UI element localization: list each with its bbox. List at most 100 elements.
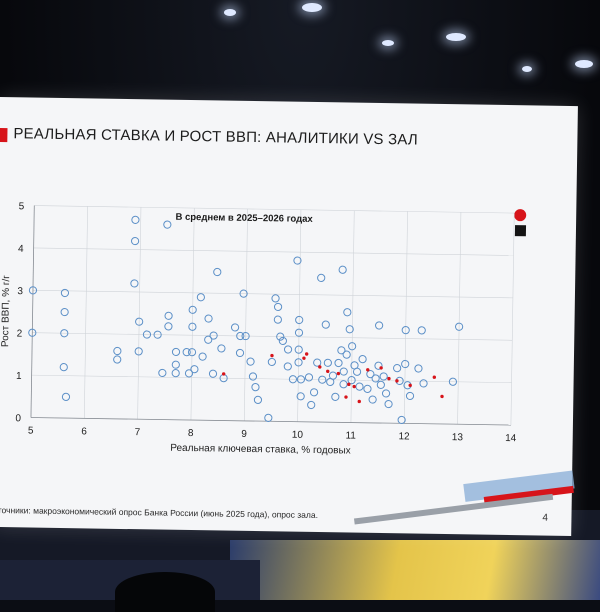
analyst-point bbox=[345, 325, 354, 334]
analyst-point bbox=[163, 220, 172, 229]
analyst-point bbox=[196, 293, 205, 302]
analyst-point bbox=[113, 355, 122, 364]
analyst-point bbox=[251, 383, 260, 392]
analyst-point bbox=[248, 372, 258, 381]
analyst-point bbox=[273, 302, 283, 312]
analyst-point bbox=[236, 331, 245, 341]
analyst-point bbox=[188, 305, 197, 314]
x-tick-label: 10 bbox=[292, 430, 304, 441]
y-gridline bbox=[34, 205, 515, 214]
analyst-point bbox=[28, 328, 37, 337]
x-axis-label: Реальная ключевая ставка, % годовых bbox=[170, 443, 351, 457]
analyst-point bbox=[288, 375, 298, 384]
analyst-point bbox=[384, 399, 393, 409]
analyst-point bbox=[28, 286, 38, 295]
hall-point bbox=[357, 399, 361, 404]
x-gridline bbox=[457, 212, 462, 425]
analyst-point bbox=[113, 346, 122, 356]
analyst-point bbox=[318, 375, 327, 384]
analyst-point bbox=[60, 329, 69, 338]
analyst-point bbox=[295, 315, 304, 325]
analyst-point bbox=[401, 359, 410, 369]
analyst-point bbox=[417, 326, 426, 335]
chart-points bbox=[28, 215, 464, 425]
analyst-point bbox=[142, 330, 152, 339]
analyst-point bbox=[348, 342, 357, 351]
analyst-point bbox=[184, 369, 194, 378]
analyst-point bbox=[347, 376, 356, 385]
analyst-point bbox=[213, 267, 222, 277]
analyst-point bbox=[182, 348, 191, 357]
analyst-point bbox=[134, 347, 143, 356]
x-tick-label: 8 bbox=[188, 428, 194, 439]
analyst-point bbox=[414, 364, 423, 373]
analyst-point bbox=[376, 380, 385, 389]
analyst-point bbox=[209, 331, 218, 340]
analyst-point bbox=[61, 392, 71, 401]
analyst-point bbox=[339, 367, 348, 376]
analyst-point bbox=[358, 355, 367, 364]
stage-lit-panel bbox=[230, 540, 600, 600]
hall-point bbox=[318, 365, 322, 369]
analyst-point bbox=[381, 389, 391, 398]
analyst-point bbox=[323, 358, 332, 367]
x-gridline bbox=[510, 213, 515, 426]
analyst-point bbox=[363, 384, 372, 393]
hall-point bbox=[221, 372, 226, 376]
analyst-point bbox=[273, 315, 282, 324]
analyst-point bbox=[448, 377, 458, 386]
hall-point bbox=[395, 379, 399, 383]
analyst-point bbox=[208, 369, 218, 378]
page-number: 4 bbox=[542, 512, 549, 524]
ceiling-light bbox=[522, 66, 532, 72]
y-gridline bbox=[32, 290, 513, 299]
analyst-point bbox=[278, 336, 287, 346]
analyst-point bbox=[158, 368, 167, 378]
x-gridline bbox=[83, 206, 88, 419]
x-axis-line bbox=[30, 417, 511, 426]
hall-point bbox=[336, 371, 341, 376]
analyst-point bbox=[371, 374, 380, 383]
hall-point bbox=[326, 369, 330, 374]
y-axis-line bbox=[30, 205, 35, 418]
ceiling-light bbox=[575, 60, 593, 68]
x-gridline bbox=[137, 207, 142, 420]
analyst-point bbox=[296, 375, 306, 384]
analyst-point bbox=[246, 357, 255, 366]
analyst-point bbox=[171, 347, 181, 357]
analyst-point bbox=[338, 265, 347, 274]
analyst-point bbox=[230, 323, 240, 332]
analyst-point bbox=[313, 358, 322, 367]
hall-point bbox=[366, 368, 370, 372]
analyst-point bbox=[307, 400, 316, 410]
hall-point bbox=[270, 353, 274, 358]
analyst-point bbox=[393, 364, 402, 373]
y-tick-label: 4 bbox=[18, 244, 24, 255]
analyst-point bbox=[153, 330, 162, 339]
analyst-point bbox=[294, 345, 303, 354]
chart-title: В среднем в 2025–2026 годах bbox=[175, 212, 313, 225]
analyst-point bbox=[352, 367, 362, 376]
hall-point bbox=[347, 382, 351, 387]
analyst-point bbox=[321, 320, 330, 329]
analyst-point bbox=[217, 344, 226, 353]
analyst-point bbox=[419, 379, 428, 388]
analyst-point bbox=[309, 388, 319, 397]
analyst-point bbox=[455, 322, 464, 331]
audience-head-silhouette bbox=[115, 572, 215, 612]
projection-screen: РЕАЛЬНАЯ СТАВКА И РОСТ ВВП: АНАЛИТИКИ VS… bbox=[0, 97, 578, 537]
analyst-point bbox=[355, 382, 364, 391]
analyst-point bbox=[283, 362, 292, 371]
x-tick-label: 12 bbox=[398, 431, 410, 442]
y-axis-label: Рост ВВП, % г/г bbox=[0, 275, 12, 347]
analyst-point bbox=[294, 358, 303, 367]
hall-point bbox=[408, 383, 412, 388]
analyst-point bbox=[171, 369, 180, 378]
ceiling-light bbox=[224, 9, 236, 16]
x-tick-label: 6 bbox=[81, 426, 87, 437]
analyst-point bbox=[267, 357, 276, 367]
x-gridline bbox=[243, 208, 248, 421]
hall-point bbox=[302, 356, 306, 360]
analyst-point bbox=[331, 392, 340, 401]
analyst-point bbox=[317, 273, 326, 283]
